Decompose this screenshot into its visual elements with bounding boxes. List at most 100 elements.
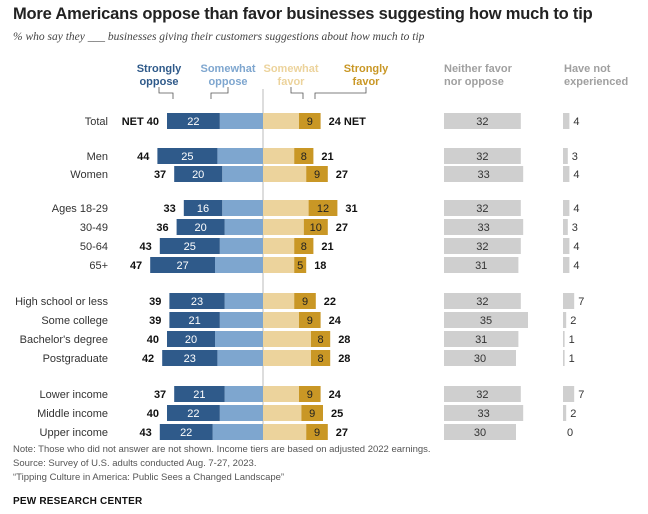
bar-strongly-oppose	[183, 200, 223, 216]
label-strongly-oppose: 25	[184, 241, 196, 253]
bar-strongly-oppose	[167, 113, 220, 129]
label-strongly-oppose: 20	[194, 222, 206, 234]
label-net-oppose: 37	[154, 169, 166, 181]
label-not-experienced: 2	[570, 408, 576, 420]
label-strongly-favor: 12	[317, 203, 329, 215]
bar-somewhat-oppose	[224, 219, 263, 235]
label-net-favor: 24	[329, 315, 342, 327]
label-neither: 32	[476, 151, 488, 163]
bar-neither	[444, 293, 521, 309]
label-neither: 31	[475, 334, 487, 346]
bar-strongly-oppose	[159, 424, 213, 440]
label-strongly-favor: 8	[301, 241, 307, 253]
label-strongly-oppose: 16	[197, 203, 209, 215]
label-strongly-favor: 10	[310, 222, 322, 234]
bar-strongly-favor	[299, 312, 321, 328]
bar-strongly-favor	[294, 238, 314, 254]
bar-somewhat-favor	[263, 166, 307, 182]
row-label-upper-income: Upper income	[40, 427, 108, 439]
label-neither: 32	[476, 389, 488, 401]
bar-somewhat-favor	[263, 200, 309, 216]
bar-not-experienced	[563, 293, 575, 309]
bar-strongly-oppose	[174, 386, 225, 402]
bar-neither	[444, 312, 528, 328]
label-not-experienced: 2	[570, 315, 576, 327]
label-strongly-favor: 9	[302, 296, 308, 308]
source-text: Source: Survey of U.S. adults conducted …	[13, 458, 257, 469]
bar-somewhat-favor	[263, 219, 304, 235]
label-net-oppose: NET 40	[122, 116, 159, 128]
row-label-50-64: 50-64	[80, 241, 108, 253]
bar-strongly-oppose	[174, 166, 223, 182]
row-label-men: Men	[87, 151, 108, 163]
bar-strongly-favor	[311, 331, 331, 347]
label-not-experienced: 3	[572, 222, 578, 234]
label-strongly-favor: 9	[309, 408, 315, 420]
column-header-somewhat-oppose: Somewhat	[200, 63, 255, 75]
label-net-favor: 27	[336, 222, 348, 234]
header-pointer-line	[290, 87, 304, 99]
label-not-experienced: 1	[569, 353, 575, 365]
bar-strongly-oppose	[169, 312, 220, 328]
bar-somewhat-favor	[263, 257, 295, 273]
label-strongly-oppose: 20	[185, 334, 197, 346]
bar-strongly-favor	[299, 386, 321, 402]
label-net-oppose: 39	[149, 296, 161, 308]
label-neither: 33	[477, 408, 489, 420]
note-text: Note: Those who did not answer are not s…	[13, 444, 431, 455]
header-pointer-line	[158, 87, 174, 99]
bar-somewhat-oppose	[219, 113, 263, 129]
bar-strongly-favor	[299, 113, 321, 129]
row-label-postgraduate: Postgraduate	[43, 353, 108, 365]
bar-not-experienced	[563, 166, 570, 182]
bar-somewhat-oppose	[217, 148, 263, 164]
label-not-experienced: 4	[573, 203, 579, 215]
label-net-oppose: 40	[147, 408, 159, 420]
label-neither: 32	[476, 203, 488, 215]
label-net-oppose: 39	[149, 315, 161, 327]
bar-strongly-oppose	[150, 257, 215, 273]
bar-somewhat-favor	[263, 312, 299, 328]
label-not-experienced: 0	[567, 427, 573, 439]
label-net-oppose: 40	[147, 334, 159, 346]
column-header-strongly-oppose: oppose	[139, 76, 178, 88]
label-strongly-favor: 8	[318, 353, 324, 365]
bar-somewhat-favor	[263, 405, 302, 421]
row-label-women: Women	[70, 169, 108, 181]
label-net-favor: 21	[321, 151, 333, 163]
bar-strongly-favor	[308, 200, 338, 216]
bar-somewhat-oppose	[217, 350, 263, 366]
label-strongly-favor: 9	[307, 116, 313, 128]
bar-not-experienced	[563, 219, 568, 235]
label-net-oppose: 43	[140, 241, 152, 253]
report-text: “Tipping Culture in America: Public Sees…	[13, 472, 285, 483]
bar-not-experienced	[563, 113, 570, 129]
label-strongly-favor: 9	[314, 427, 320, 439]
label-neither: 30	[474, 427, 486, 439]
org-logo-text: PEW RESEARCH CENTER	[13, 496, 143, 507]
bar-strongly-favor	[306, 424, 328, 440]
row-label-total: Total	[85, 116, 108, 128]
label-net-favor: 27	[336, 169, 348, 181]
bar-somewhat-favor	[263, 424, 307, 440]
bar-neither	[444, 257, 519, 273]
bar-somewhat-favor	[263, 350, 311, 366]
bar-not-experienced	[563, 312, 567, 328]
bar-neither	[444, 166, 524, 182]
label-not-experienced: 7	[578, 389, 584, 401]
label-net-oppose: 43	[140, 427, 152, 439]
label-strongly-oppose: 20	[192, 169, 204, 181]
bar-neither	[444, 350, 516, 366]
label-strongly-oppose: 22	[187, 116, 199, 128]
label-strongly-oppose: 23	[191, 296, 203, 308]
label-not-experienced: 7	[578, 296, 584, 308]
label-net-oppose: 33	[164, 203, 176, 215]
bar-neither	[444, 148, 521, 164]
label-strongly-oppose: 23	[184, 353, 196, 365]
column-header-not-experienced: experienced	[564, 76, 628, 88]
label-net-favor: 21	[321, 241, 333, 253]
row-label-ages-18-29: Ages 18-29	[52, 203, 108, 215]
chart-area: StronglyopposeSomewhatopposeSomewhatfavo…	[15, 63, 628, 440]
bar-not-experienced	[563, 331, 565, 347]
